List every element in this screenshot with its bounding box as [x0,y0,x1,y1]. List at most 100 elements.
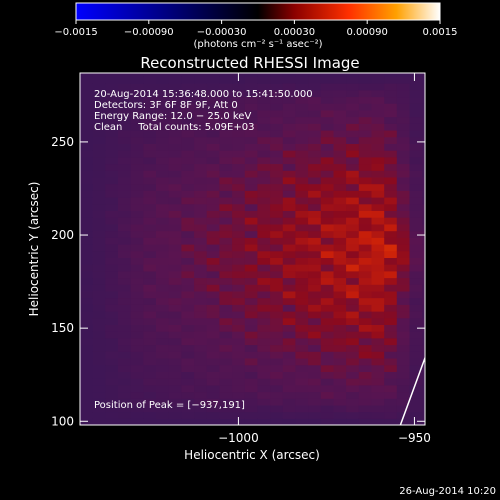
heatmap-cell [320,344,335,352]
heatmap-cell [206,190,220,198]
heatmap-cell [295,364,309,372]
heatmap-cell [257,404,271,413]
heatmap-cell [206,371,220,379]
heatmap-cell [333,257,347,265]
heatmap-cell [320,257,335,265]
heatmap-cell [156,76,170,84]
heatmap-cell [232,109,246,118]
heatmap-cell [105,270,119,279]
heatmap-cell [219,190,233,198]
heatmap-cell [308,156,322,165]
heatmap-cell [396,190,411,198]
heatmap-cell [371,130,385,138]
heatmap-cell [194,418,208,425]
heatmap-cell [156,73,170,77]
heatmap-cell [105,264,119,272]
heatmap-cell [156,109,170,118]
heatmap-cell [219,89,233,98]
heatmap-cell [244,411,259,419]
heatmap-cell [257,123,271,131]
heatmap-cell [396,176,411,185]
heatmap-cell [295,317,309,325]
heatmap-cell [396,384,411,393]
heatmap-cell [320,109,335,118]
heatmap-cell [396,156,411,165]
heatmap-cell [130,156,144,165]
heatmap-cell [219,130,233,138]
heatmap-cell [181,311,195,319]
heatmap-cell [143,170,157,178]
heatmap-cell [320,103,335,111]
heatmap-cell [105,378,119,386]
heatmap-cell [308,311,322,319]
heatmap-cell [282,378,297,386]
heatmap-cell [308,203,322,211]
heatmap-cell [156,237,170,245]
heatmap-cell [244,237,259,245]
heatmap-cell [308,109,322,118]
heatmap-cell [257,270,271,279]
heatmap-cell [422,311,425,319]
heatmap-cell [156,250,170,258]
heatmap-cell [270,290,284,299]
heatmap-cell [206,257,220,265]
heatmap-cell [92,344,106,352]
heatmap-cell [333,391,347,399]
heatmap-cell [346,378,360,386]
colorbar-ticks: −0.0015 −0.00090 −0.00030 0.00030 0.00090 0.0… [54,20,458,38]
heatmap-cell [333,398,347,406]
heatmap-cell [92,190,106,198]
heatmap-cell [422,244,425,252]
heatmap-cell [422,150,425,158]
heatmap-cell [130,317,144,325]
heatmap-cell [409,83,423,91]
heatmap-cell [270,103,284,111]
heatmap-cell [295,351,309,359]
heatmap-cell [282,418,297,425]
heatmap-cell [384,143,398,151]
heatmap-cell [232,297,246,305]
heatmap-cell [118,109,132,118]
heatmap-cell [270,398,284,406]
heatmap-cell [232,358,246,366]
heatmap-cell [130,197,144,205]
heatmap-cell [92,163,106,171]
heatmap-cell [320,317,335,325]
heatmap-cell [244,384,259,393]
heatmap-cell [194,337,208,346]
heatmap-cell [194,371,208,379]
heatmap-cell [194,197,208,205]
heatmap-cell [358,344,373,352]
heatmap-cell [168,398,182,406]
heatmap-cell [130,264,144,272]
heatmap-cell [156,150,170,158]
heatmap-cell [257,290,271,299]
heatmap-cell [80,197,94,205]
heatmap-cell [105,210,119,218]
heatmap-cell [130,404,144,413]
heatmap-cell [194,384,208,393]
heatmap-cell [308,418,322,425]
heatmap-cell [320,411,335,419]
heatmap-cell [181,217,195,225]
heatmap-cell [118,250,132,258]
heatmap-cell [396,270,411,279]
colorbar-tick-label: −0.0015 [54,27,97,38]
heatmap-cell [346,73,360,77]
heatmap-cell [320,311,335,319]
heatmap-cell [358,130,373,138]
heatmap-cell [130,223,144,232]
heatmap-cell [105,411,119,419]
heatmap-cell [105,183,119,191]
heatmap-cell [219,371,233,379]
heatmap-cell [371,203,385,211]
heatmap-cell [371,223,385,232]
heatmap-cell [295,217,309,225]
heatmap-cell [333,418,347,425]
heatmap-cell [346,264,360,272]
colorbar-tick-label: −0.00090 [124,27,174,38]
heatmap-cell [92,116,106,124]
heatmap-cell [130,384,144,393]
heatmap-cell [156,404,170,413]
heatmap-cell [80,411,94,419]
